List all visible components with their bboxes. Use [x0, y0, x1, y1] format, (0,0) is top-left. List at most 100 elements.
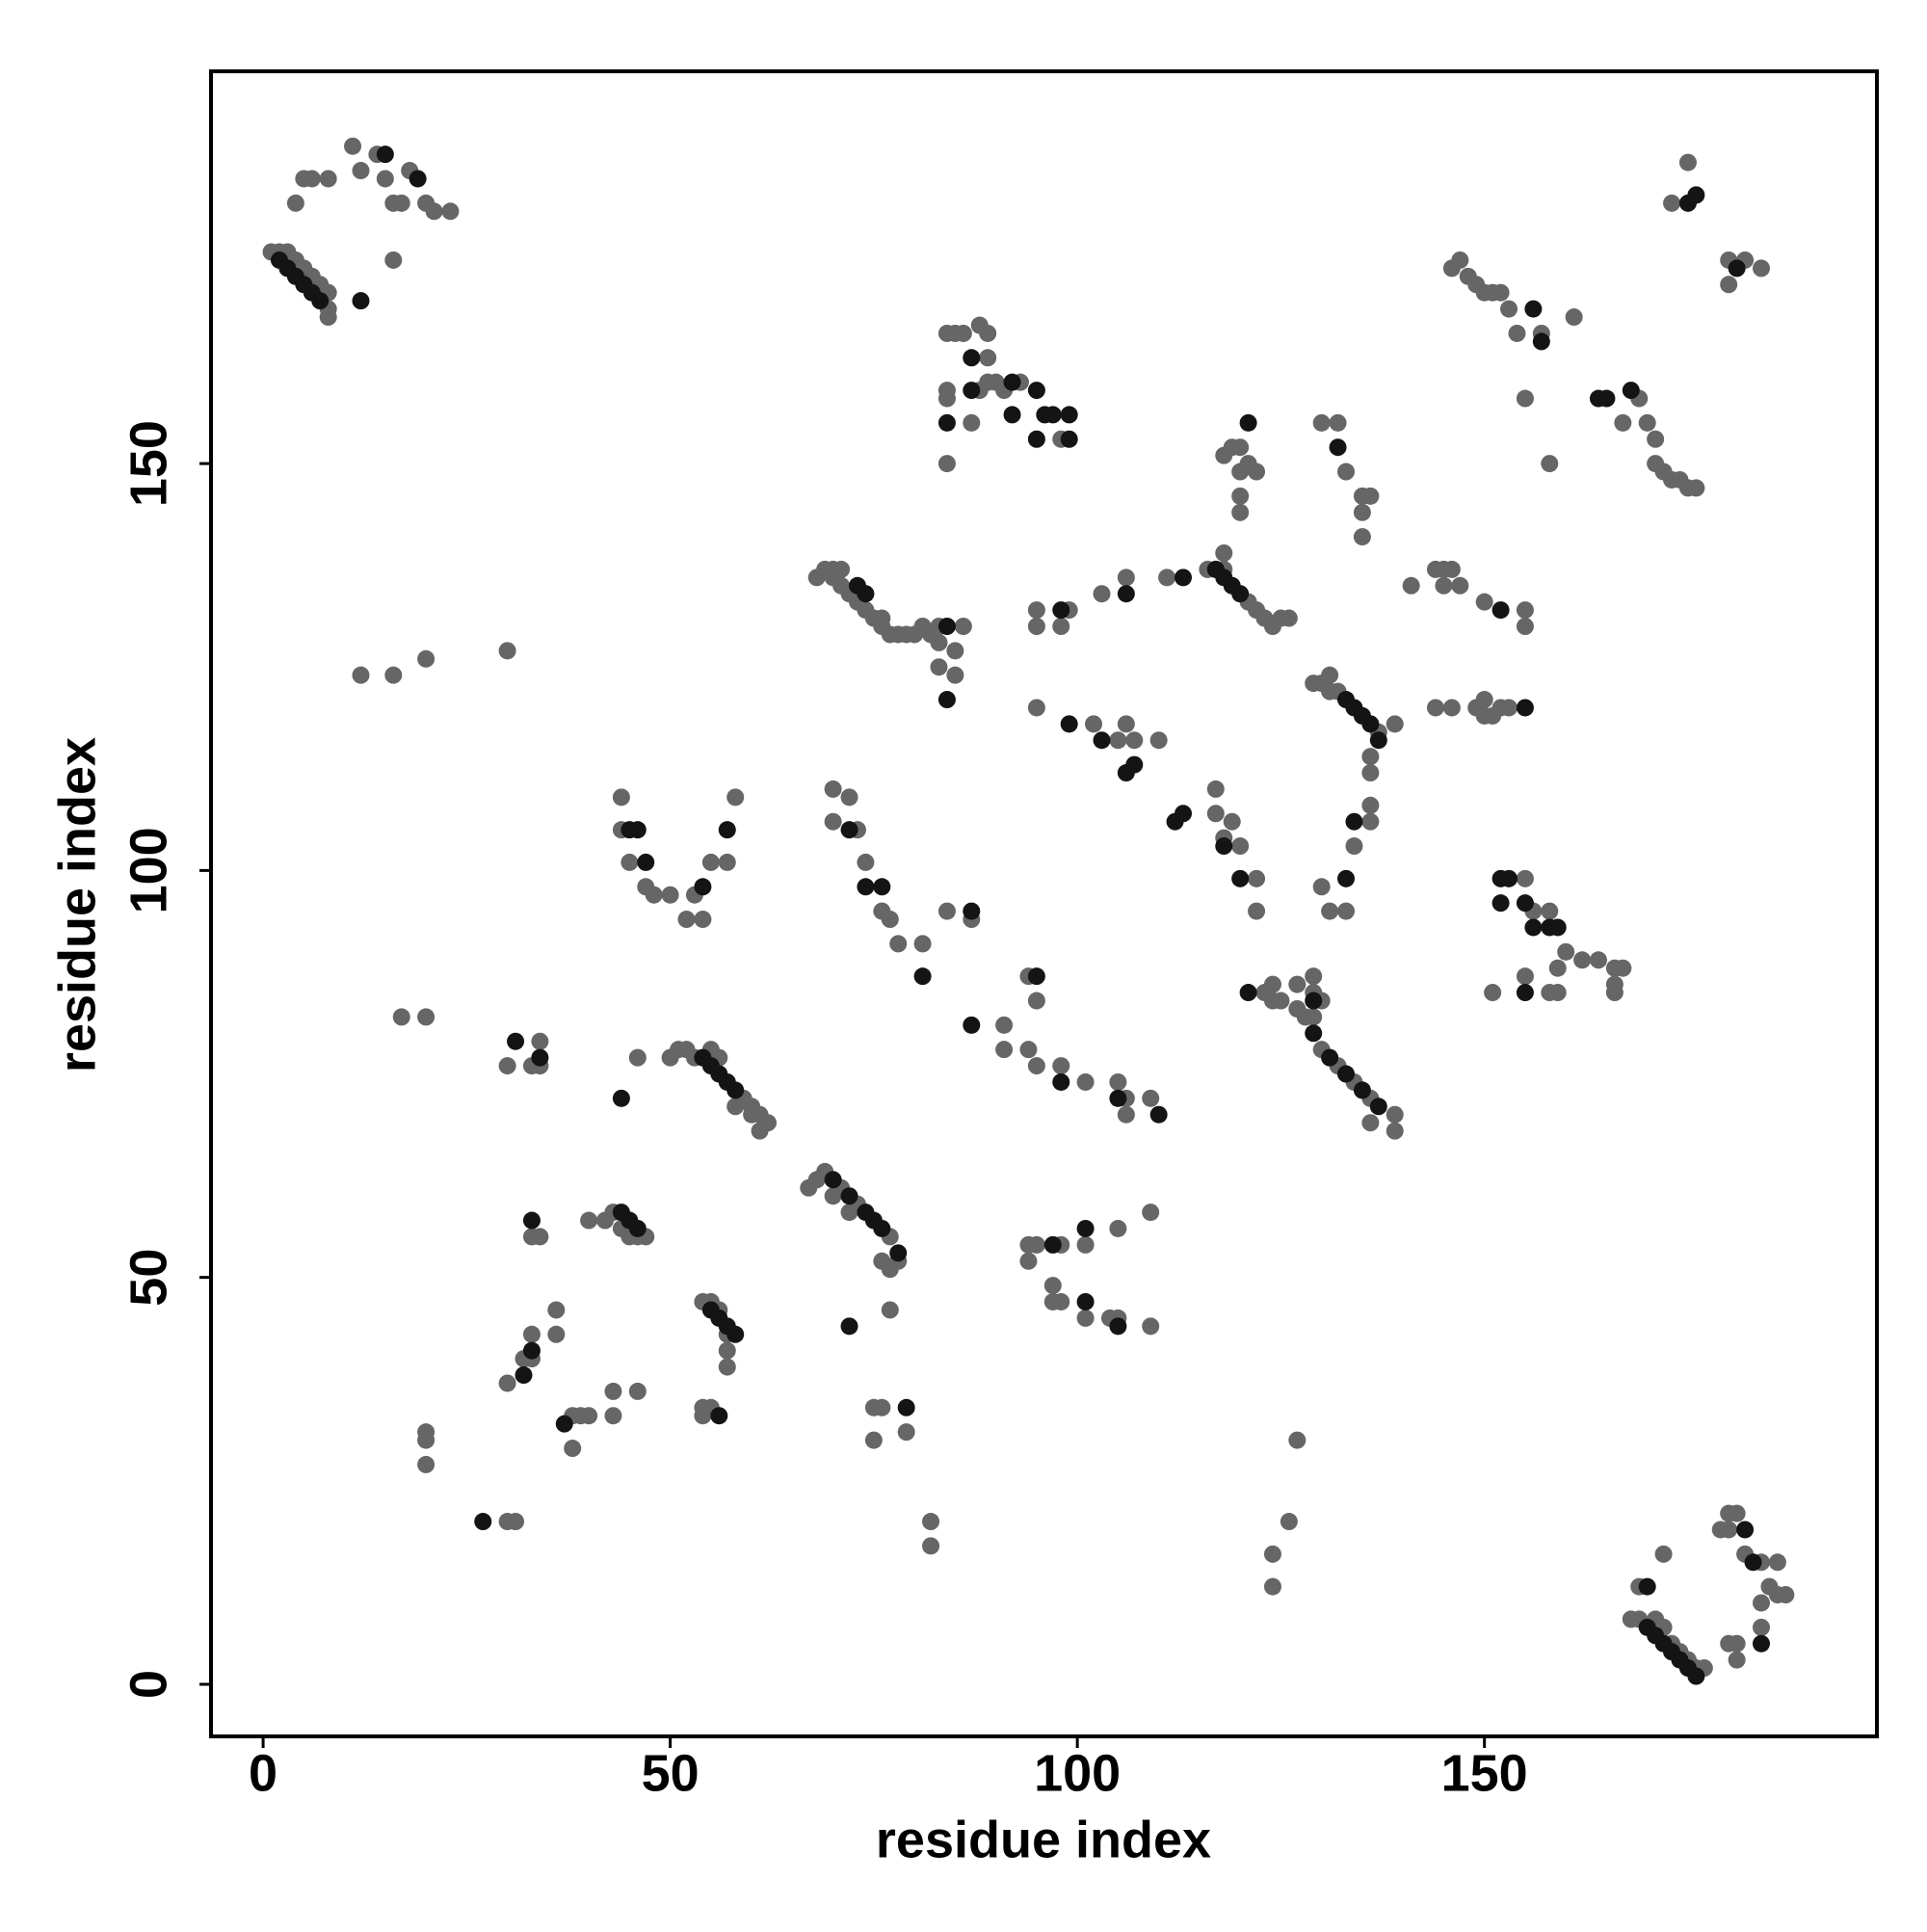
point — [1003, 406, 1021, 424]
y-tick-label: 100 — [119, 827, 177, 913]
point — [1491, 283, 1510, 302]
point — [824, 812, 842, 831]
point — [937, 902, 956, 920]
point — [1288, 1431, 1307, 1449]
point — [963, 413, 981, 432]
point — [1386, 1122, 1404, 1140]
point — [743, 1105, 761, 1124]
point — [1060, 406, 1078, 424]
point — [580, 1407, 598, 1425]
point — [881, 1301, 899, 1319]
point — [954, 324, 972, 342]
point — [474, 1513, 492, 1531]
point — [547, 1325, 566, 1343]
point — [1654, 1545, 1673, 1563]
point — [1052, 1072, 1070, 1091]
point — [1231, 585, 1250, 603]
point — [311, 292, 330, 310]
point — [352, 666, 370, 684]
point — [913, 967, 932, 986]
point — [1369, 1098, 1387, 1116]
x-tick-label: 100 — [1034, 1744, 1121, 1802]
point — [628, 1382, 647, 1400]
point — [889, 1244, 908, 1262]
point — [522, 1211, 541, 1230]
point — [1149, 731, 1168, 750]
point — [1117, 715, 1135, 733]
plot-frame — [209, 69, 1879, 1738]
point — [1231, 503, 1250, 521]
point — [824, 780, 842, 798]
point — [1516, 984, 1534, 1002]
point — [718, 821, 736, 839]
point — [1060, 430, 1078, 448]
point — [1263, 1545, 1281, 1563]
point — [1043, 1235, 1062, 1254]
point — [1248, 869, 1266, 887]
point — [1548, 959, 1567, 977]
point — [604, 1382, 622, 1400]
point — [564, 1440, 582, 1458]
point — [1638, 413, 1656, 432]
point — [498, 642, 516, 660]
point — [1321, 666, 1339, 684]
point — [840, 788, 858, 807]
point — [1312, 413, 1331, 432]
point — [1109, 1219, 1127, 1237]
point — [1524, 918, 1543, 937]
point — [270, 251, 288, 269]
point — [1329, 438, 1347, 457]
point — [1027, 967, 1045, 986]
point — [1614, 959, 1632, 977]
point — [1353, 503, 1371, 521]
point — [1321, 902, 1339, 920]
point — [963, 1016, 981, 1034]
point — [1142, 1204, 1160, 1222]
point — [1614, 413, 1632, 432]
point — [417, 1455, 436, 1473]
point — [889, 935, 908, 953]
point — [1223, 812, 1241, 831]
point — [1353, 1081, 1371, 1099]
point — [1027, 1235, 1045, 1254]
point — [376, 170, 394, 188]
point — [1491, 601, 1510, 620]
point — [864, 1431, 883, 1449]
point — [1215, 837, 1233, 856]
point — [1312, 878, 1331, 896]
point — [303, 170, 321, 188]
point — [392, 1008, 410, 1026]
point — [580, 1211, 598, 1230]
x-tick-label: 50 — [642, 1744, 700, 1802]
point — [1753, 1594, 1771, 1612]
point — [718, 1358, 736, 1376]
point — [930, 633, 948, 651]
point — [1386, 715, 1404, 733]
point — [1060, 715, 1078, 733]
point — [840, 1187, 858, 1205]
point — [1076, 1235, 1095, 1254]
point — [344, 137, 362, 155]
point — [1484, 984, 1502, 1002]
point — [1076, 1292, 1095, 1310]
point — [1508, 324, 1526, 342]
point — [1548, 918, 1567, 937]
point — [1117, 1105, 1135, 1124]
point — [1753, 1618, 1771, 1636]
point — [1361, 796, 1380, 814]
point — [1605, 984, 1623, 1002]
point — [1386, 1105, 1404, 1124]
point — [1125, 755, 1144, 774]
point — [1516, 894, 1534, 913]
point — [897, 1423, 915, 1442]
point — [726, 1081, 745, 1099]
point — [628, 1219, 647, 1237]
point — [1500, 699, 1518, 717]
point — [1280, 609, 1298, 627]
point — [1435, 576, 1453, 595]
point — [1109, 1317, 1127, 1336]
point — [694, 911, 712, 929]
point — [1516, 618, 1534, 635]
point — [1597, 389, 1616, 408]
